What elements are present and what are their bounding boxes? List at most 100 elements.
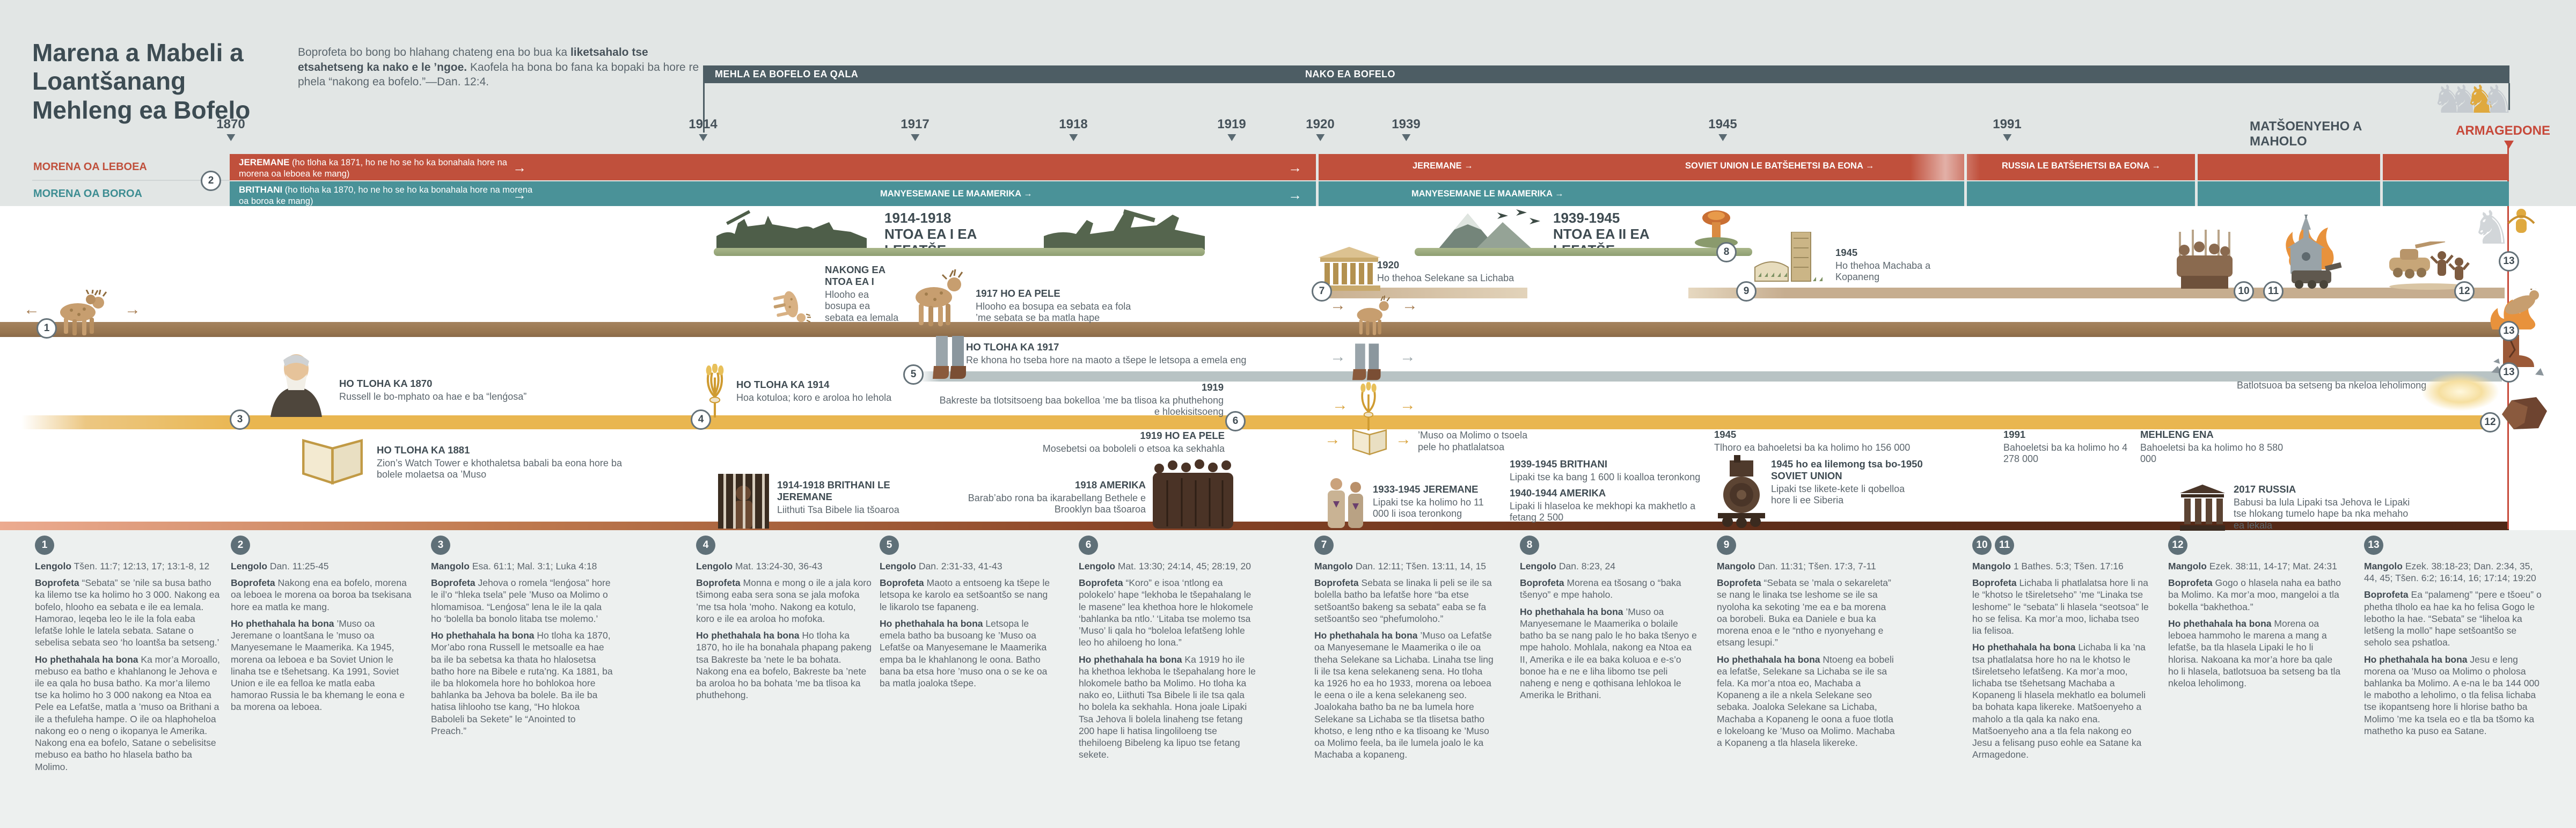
number-marker: 5 [903,364,924,385]
event-1917-pele: 1917 HO EA PELE Hlooho ea bosupa ea seba… [976,288,1137,324]
beast-in-fire-icon [2490,289,2539,329]
event-1945-un: 1945 Ho thehoa Machaba a Kopaneng [1835,247,1932,283]
footnote-scripture: Mangolo Dan. 11:31; Tšen. 17:3, 7-11 [1717,561,1876,571]
band-separator [2380,154,2383,206]
footnote-number-row: 4 [696,536,873,560]
footnote-number-badge: 5 [880,536,899,555]
number-marker: 8 [1716,242,1737,262]
footnote-scripture: Lengolo Dan. 8:23, 24 [1520,561,1615,571]
train-icon [1718,455,1765,528]
footnote-fulfillment: Ho phethahala ha bona Ntoeng ea bobeli e… [1717,654,1895,749]
open-book-icon [1352,429,1387,456]
footnote-number-row: 3 [431,536,613,560]
statue-feet-icon [933,336,966,379]
year-label: 1917 [901,117,930,131]
event-title: 2017 RUSSIA [2234,483,2296,495]
year-triangle-icon [1069,134,1078,141]
event-soviet-siberia: 1945 ho ea lilemong tsa bo-1950 SOVIET U… [1771,458,1927,507]
footnote-prophecy: Boprofeta Maoto a entsoeng ka tšepe le l… [880,577,1050,612]
footnote-number-badge: 13 [2364,536,2383,555]
footnote-scripture: Mangolo Esa. 61:1; Mal. 3:1; Luka 4:18 [431,561,597,571]
event-body: Re khona ho tseba hore na maoto a tšepe … [966,354,1247,365]
event-title: 1940-1944 AMERIKA [1510,487,1606,499]
footnote-number-badge: 3 [431,536,450,555]
footnote-column: 2 Lengolo Dan. 11:25-45 Boprofeta Nakong… [231,536,413,718]
event-body: Tlhoro ea bahoeletsi ba ka holimo ho 156… [1714,442,1911,453]
ww1-soldiers-icon [1044,209,1205,250]
number-marker: 2 [201,171,221,191]
footnote-scripture: Mangolo Dan. 12:11; Tšen. 13:11, 14, 15 [1314,561,1487,571]
intro-bold: liketsahalo tse etsahetseng ka nako e le… [298,46,648,74]
event-batlotsuoa: Batlotsuoa ba setseng ba nkeloa leholimo… [2237,380,2427,391]
event-body: Bakreste ba tlotsitsoeng baa bokelloa ’m… [939,394,1224,417]
event-1991-stat: 1991 Bahoeletsi ba ka holimo ho 4 278 00… [2003,429,2138,465]
footnote-column: 4 Lengolo Mat. 13:24-30, 36-43 Boprofeta… [696,536,873,706]
kings-divider [32,180,231,181]
king-south-label: MORENA OA BOROA [33,188,142,200]
arrow-icon: → [1400,396,1416,414]
number-marker: 11 [2263,281,2284,302]
year-label: 1919 [1217,117,1246,131]
event-body: Lipaki tse ka holimo ho 11 000 li isoa t… [1373,496,1484,519]
footnote-column: 3 Mangolo Esa. 61:1; Mal. 3:1; Luka 4:18… [431,536,613,742]
footnote-fulfillment: Ho phethahala ha bona Ka 1919 ho ile ha … [1079,654,1256,760]
event-title: 1933-1945 JEREMANE [1373,483,1479,495]
event-body: Ho thehoa Selekane sa Lichaba [1377,272,1514,283]
footnote-fulfillment: Ho phethahala ha bona Jesu e leng morena… [2364,654,2540,736]
event-russia-2017: 2017 RUSSIA Babusi ba lula Lipaki tsa Je… [2234,483,2416,532]
wheat-yellow-band [21,415,2490,429]
arrow-icon: → [1330,296,1346,314]
number-marker: 13 [2499,362,2519,383]
number-marker: 13 [2499,251,2519,272]
year-label: 1920 [1306,117,1335,131]
band-soviet-label: SOVIET UNION LE BATŠEHETSI BA EONA → [1685,161,1875,171]
year-triangle-icon [226,134,235,141]
event-title: 1914-1918 BRITHANI LE JEREMANE [777,479,890,502]
band-manyesemane-label-1: MANYESEMANE LE MAAMERIKA → [880,189,1033,199]
un-tan-band [1688,288,2505,298]
band-jeremane-label: JEREMANE (ho tloha ka 1871, ho ne ho se … [239,157,507,179]
footnote-prophecy: Boprofeta Nakong ena ea bofelo, morena o… [231,577,412,612]
event-tloha-1870: HO TLOHA KA 1870 Russell le bo-mphato oa… [339,378,581,402]
band-manyesemane-label-2: MANYESEMANE LE MAAMERIKA → [1411,189,1564,199]
event-body: Hoa kotuloa; koro e aroloa ho lehola [736,392,892,403]
footnote-scripture: Lengolo Tšen. 11:7; 12:13, 17; 13:1-8, 1… [35,561,210,571]
footnote-prophecy: Boprofeta Morena ea tšosang o “baka tšen… [1520,577,1681,600]
footnote-column: 10 11 Mangolo 1 Bathes. 5:3; Tšen. 17:16 … [1972,536,2149,766]
event-title: 1919 [1201,382,1224,393]
event-muso-tsoela: ’Muso oa Molimo o tsoela pele ho phatlal… [1418,430,1528,452]
footnote-prophecy: Boprofeta Ea “palameng” “pere e tšoeu” o… [2364,589,2542,648]
event-amerika-1918: 1918 AMERIKA Barab’abo rona ba ikarabell… [939,479,1146,516]
marker-line-1914 [703,83,705,133]
footnote-scripture: Lengolo Dan. 11:25-45 [231,561,329,571]
event-body: Lipaki tse likete-kete li qobelloa hore … [1771,483,1905,506]
event-1919-pele: 1919 HO EA PELE Mosebetsi oa boboleli o … [1009,430,1225,455]
event-body: Barab’abo rona ba ikarabellang Bethele e… [968,492,1146,515]
event-nakong-ntoa1: NAKONG EA NTOA EA I Hlooho ea bosupa ea … [825,264,900,324]
arrow-icon: → [513,187,526,203]
footnote-number-row: 1 [35,536,223,560]
event-body: Hlooho ea bosupa ea sebata ea lemala [825,289,899,323]
atomic-cloud-icon [1695,210,1738,248]
footnote-number-badge: 2 [231,536,250,555]
number-marker: 3 [230,409,250,430]
year-label: 1918 [1059,117,1088,131]
armagedone-triangle-icon [2504,141,2514,149]
footnote-column: 6 Lengolo Mat. 13:30; 24:14, 45; 28:19, … [1079,536,1256,766]
footnote-fulfillment: Ho phethahala ha bona Ka mor’a Moroallo,… [35,654,220,772]
beast-icon [1357,295,1391,335]
event-tloha-1914: HO TLOHA KA 1914 Hoa kotuloa; koro e aro… [736,379,908,404]
footnote-number-badge: 4 [696,536,715,555]
event-body: Hlooho ea bosupa ea sebata ea fola ’me s… [976,301,1131,324]
footnote-fulfillment: Ho phethahala ha bona ’Muso oa Jeremane … [231,618,405,713]
number-marker: 4 [691,409,711,430]
arrow-icon: → [1402,296,1418,314]
footnote-number-badge: 6 [1079,536,1098,555]
marker-line-armagedone-top [2508,83,2510,110]
rider-white-horse-icon: ♞ [2471,202,2513,254]
king-north-band [230,154,2509,180]
year-triangle-icon [1227,134,1236,141]
year-triangle-icon [1718,134,1727,141]
year-triangle-icon [1315,134,1324,141]
